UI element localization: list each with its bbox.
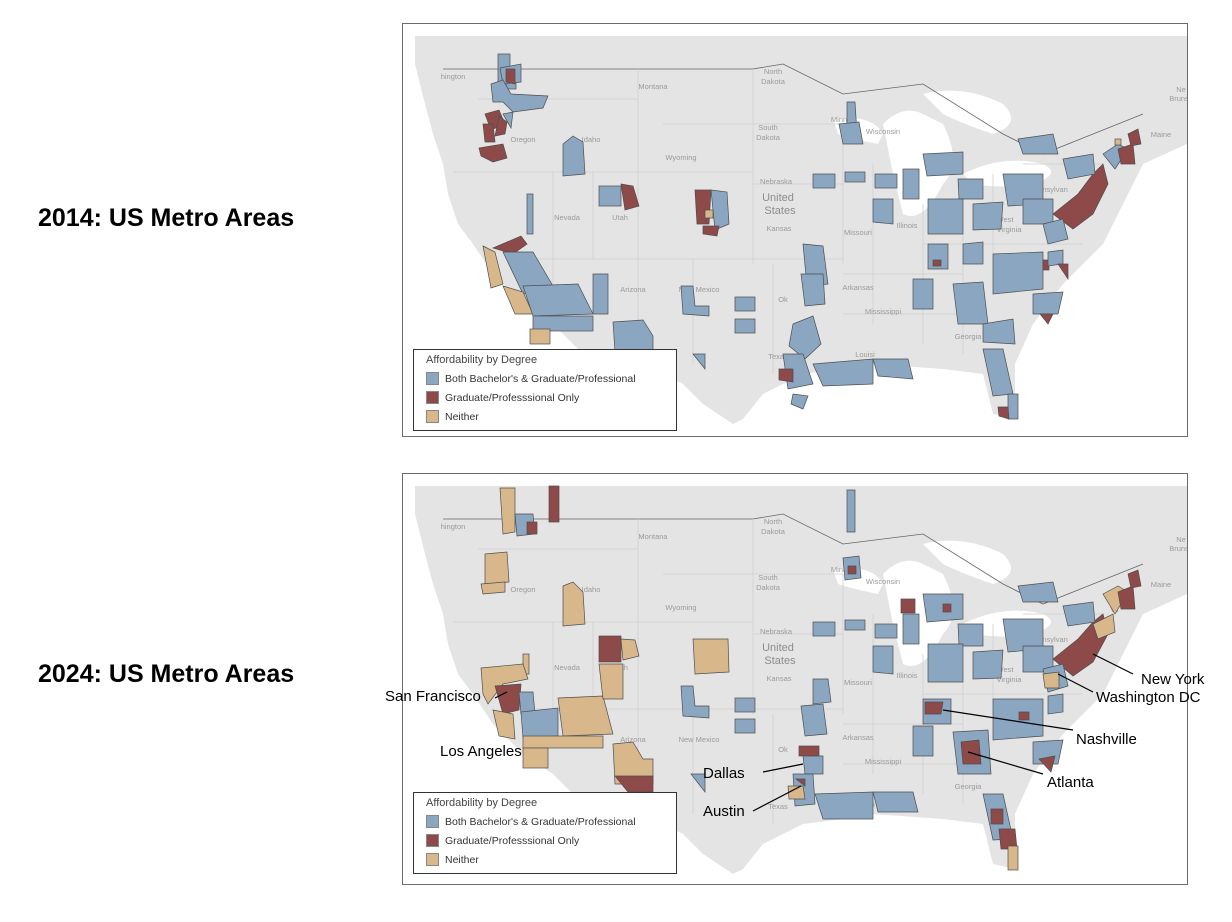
legend-item-both[interactable]: Both Bachelor's & Graduate/Professional [426, 369, 666, 388]
svg-text:Nevada: Nevada [554, 213, 581, 222]
svg-text:New Mexico: New Mexico [679, 735, 720, 744]
svg-text:Ok: Ok [778, 745, 788, 754]
svg-text:Oregon: Oregon [510, 585, 535, 594]
svg-text:West: West [997, 665, 1015, 674]
svg-text:Georgia: Georgia [955, 332, 983, 341]
svg-text:States: States [764, 205, 796, 217]
svg-text:Bruns: Bruns [1169, 544, 1187, 553]
svg-text:Mississippi: Mississippi [865, 757, 902, 766]
panel-title-2014: 2014: US Metro Areas [38, 204, 295, 232]
annotation-nashville: Nashville [1076, 731, 1137, 748]
map-2024[interactable]: hington Montana North Dakota South Dakot… [402, 473, 1188, 885]
svg-text:Mississippi: Mississippi [865, 307, 902, 316]
svg-text:Virginia: Virginia [997, 225, 1023, 234]
svg-text:Wyoming: Wyoming [665, 153, 696, 162]
svg-text:Wisconsin: Wisconsin [866, 577, 900, 586]
svg-text:Oregon: Oregon [510, 135, 535, 144]
annotation-leaders [494, 653, 1134, 812]
svg-text:United: United [762, 642, 794, 654]
svg-text:hington: hington [441, 522, 466, 531]
svg-text:Nevada: Nevada [554, 663, 581, 672]
map-2014-canvas: hington Montana North Dakota South Dakot… [403, 24, 1187, 436]
annotation-washington-dc: Washington DC [1096, 689, 1201, 706]
svg-text:Montana: Montana [638, 532, 668, 541]
swatch-neither-icon [426, 410, 439, 423]
legend-title: Affordability by Degree [426, 354, 538, 366]
svg-text:Idaho: Idaho [582, 585, 601, 594]
svg-text:nnsylvan: nnsylvan [1038, 635, 1068, 644]
panel-title-2024: 2024: US Metro Areas [38, 660, 295, 688]
svg-text:Arkansas: Arkansas [842, 283, 874, 292]
svg-text:Arkansas: Arkansas [842, 733, 874, 742]
label-washington: hington [441, 72, 466, 81]
svg-text:Wyoming: Wyoming [665, 603, 696, 612]
legend-item-both[interactable]: Both Bachelor's & Graduate/Professional [426, 812, 666, 831]
svg-text:nnsylvan: nnsylvan [1038, 185, 1068, 194]
svg-text:Nebraska: Nebraska [760, 177, 793, 186]
svg-text:States: States [764, 655, 796, 667]
label-montana: Montana [638, 82, 668, 91]
svg-text:Missouri: Missouri [844, 228, 872, 237]
svg-text:Kansas: Kansas [766, 224, 791, 233]
svg-text:North: North [764, 67, 782, 76]
svg-text:Dakota: Dakota [756, 133, 781, 142]
legend-item-grad-only[interactable]: Graduate/Professsional Only [426, 388, 666, 407]
annotation-new-york: New York [1141, 671, 1205, 688]
svg-text:Minnes: Minnes [831, 565, 855, 574]
swatch-both-icon [426, 372, 439, 385]
svg-text:Kansas: Kansas [766, 674, 791, 683]
svg-text:United: United [762, 192, 794, 204]
svg-text:Arizona: Arizona [620, 285, 646, 294]
svg-text:Dakota: Dakota [761, 77, 786, 86]
annotation-austin: Austin [703, 803, 745, 820]
svg-text:Minnes: Minnes [831, 115, 855, 124]
svg-text:Idaho: Idaho [582, 135, 601, 144]
svg-text:West: West [997, 215, 1015, 224]
svg-text:Illinois: Illinois [897, 221, 918, 230]
swatch-grad-only-icon [426, 834, 439, 847]
svg-text:Ne: Ne [1176, 535, 1186, 544]
annotation-dallas: Dallas [703, 765, 745, 782]
svg-text:Dakota: Dakota [761, 527, 786, 536]
legend-2014: Affordability by Degree Both Bachelor's … [413, 349, 677, 431]
svg-text:South: South [758, 573, 778, 582]
svg-text:North: North [764, 517, 782, 526]
svg-text:Missouri: Missouri [844, 678, 872, 687]
map-2014[interactable]: hington Montana North Dakota South Dakot… [402, 23, 1188, 437]
metro-areas-2014 [478, 53, 1142, 420]
legend-item-neither[interactable]: Neither [426, 850, 666, 869]
legend-item-neither[interactable]: Neither [426, 407, 666, 426]
svg-text:Dakota: Dakota [756, 583, 781, 592]
swatch-neither-icon [426, 853, 439, 866]
svg-text:Georgia: Georgia [955, 782, 983, 791]
swatch-grad-only-icon [426, 391, 439, 404]
legend-item-grad-only[interactable]: Graduate/Professsional Only [426, 831, 666, 850]
svg-text:Maine: Maine [1151, 580, 1171, 589]
svg-text:Arizona: Arizona [620, 735, 646, 744]
svg-text:New Mexico: New Mexico [679, 285, 720, 294]
svg-text:Texas: Texas [768, 802, 788, 811]
svg-text:Texas: Texas [768, 352, 788, 361]
svg-text:Louisi: Louisi [855, 350, 875, 359]
svg-text:Nebraska: Nebraska [760, 627, 793, 636]
swatch-both-icon [426, 815, 439, 828]
svg-text:South: South [758, 123, 778, 132]
annotation-atlanta: Atlanta [1047, 774, 1094, 791]
svg-text:Ne: Ne [1176, 85, 1186, 94]
svg-text:Utah: Utah [612, 213, 628, 222]
legend-title: Affordability by Degree [426, 797, 538, 809]
svg-text:Virginia: Virginia [997, 675, 1023, 684]
metro-areas-2024 [480, 485, 1142, 871]
svg-text:Maine: Maine [1151, 130, 1171, 139]
svg-text:Illinois: Illinois [897, 671, 918, 680]
legend-2024: Affordability by Degree Both Bachelor's … [413, 792, 677, 874]
annotation-san-francisco: San Francisco [385, 688, 481, 705]
svg-text:Bruns: Bruns [1169, 94, 1187, 103]
svg-text:Ok: Ok [778, 295, 788, 304]
annotation-los-angeles: Los Angeles [440, 743, 522, 760]
svg-text:Wisconsin: Wisconsin [866, 127, 900, 136]
